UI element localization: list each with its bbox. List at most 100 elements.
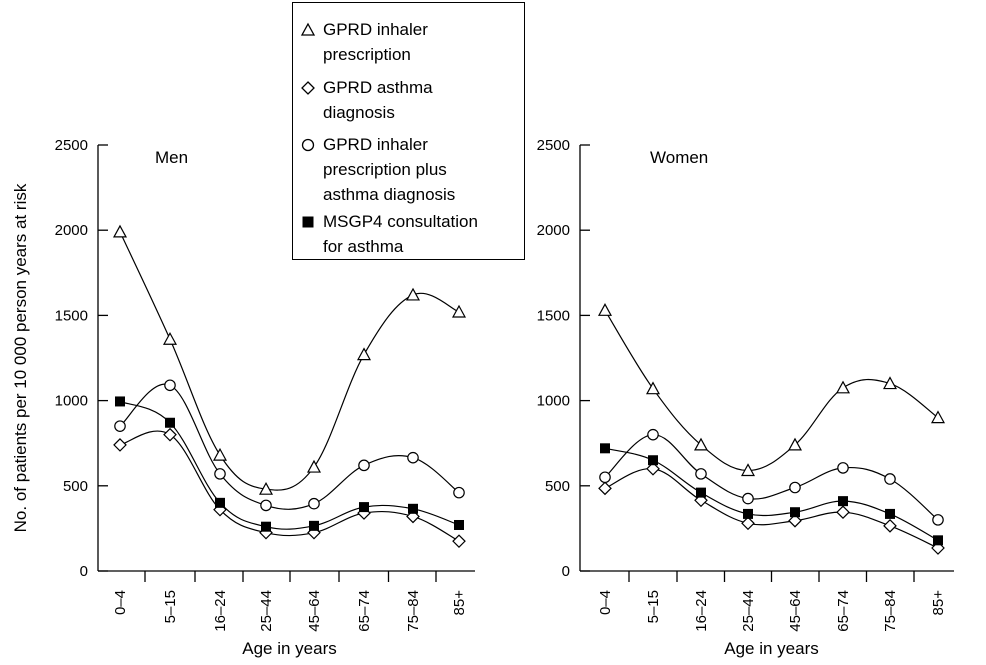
legend-label-asthma-diagnosis: GPRD asthma diagnosis xyxy=(323,75,523,125)
data-point xyxy=(882,376,898,390)
series-square-filled xyxy=(600,443,943,546)
y-tick-label: 1500 xyxy=(55,307,88,324)
data-point xyxy=(883,518,897,533)
x-tick-label: 0–4 xyxy=(112,590,129,615)
data-point xyxy=(408,503,418,514)
x-tick-label: 25–44 xyxy=(258,590,275,632)
data-point xyxy=(787,437,803,451)
square-filled-icon xyxy=(302,216,314,228)
data-point xyxy=(788,513,802,528)
data-point xyxy=(165,417,175,428)
data-point xyxy=(114,420,126,432)
series-circle-open xyxy=(114,379,465,512)
y-tick-label: 500 xyxy=(63,478,88,495)
x-tick-label: 45–64 xyxy=(787,590,804,632)
y-tick-label: 1000 xyxy=(537,393,570,410)
data-point xyxy=(358,459,370,472)
legend-label-prescription-plus-diagnosis: GPRD inhaler prescription plus asthma di… xyxy=(323,132,523,207)
x-tick-label: 5–15 xyxy=(645,590,662,623)
data-point xyxy=(451,304,467,318)
x-tick-label: 75–84 xyxy=(882,590,899,632)
legend-label-line: GPRD inhaler xyxy=(323,135,428,154)
legend: GPRD inhaler prescription GPRD asthma di… xyxy=(292,2,525,260)
data-point xyxy=(743,508,753,519)
data-point xyxy=(930,410,946,424)
y-tick-label: 500 xyxy=(545,478,570,495)
x-tick-label: 65–74 xyxy=(356,590,373,632)
data-point xyxy=(308,497,320,510)
data-point xyxy=(647,428,659,441)
y-tick-label: 0 xyxy=(80,563,88,580)
series-line xyxy=(119,383,460,510)
y-tick-label: 0 xyxy=(562,563,570,580)
data-point xyxy=(696,487,706,498)
data-point xyxy=(113,438,127,452)
data-point xyxy=(261,521,271,532)
data-point xyxy=(115,396,125,407)
data-point xyxy=(356,347,372,361)
series-square-filled xyxy=(115,396,464,532)
x-tick-label: 16–24 xyxy=(693,590,710,632)
data-point xyxy=(600,443,610,454)
data-point xyxy=(163,427,177,442)
data-point xyxy=(837,462,849,474)
data-point xyxy=(453,486,465,499)
legend-label-line: GPRD inhaler xyxy=(323,20,428,39)
data-point xyxy=(836,505,850,520)
data-point xyxy=(838,496,848,507)
x-tick-label: 45–64 xyxy=(306,590,323,632)
data-point xyxy=(359,502,369,513)
legend-label-line: asthma diagnosis xyxy=(323,185,456,204)
series-diamond-open xyxy=(598,461,945,555)
data-point xyxy=(454,519,464,530)
data-point xyxy=(309,520,319,531)
series-line xyxy=(119,430,460,542)
y-tick-label: 2500 xyxy=(55,137,88,154)
legend-label-line: GPRD asthma xyxy=(323,78,433,97)
data-point xyxy=(884,473,896,485)
circle-open-icon xyxy=(301,138,315,152)
data-point xyxy=(695,468,707,480)
data-point xyxy=(260,499,272,512)
data-point xyxy=(789,481,801,494)
triangle-open-icon xyxy=(300,22,316,36)
panel-title: Men xyxy=(155,148,188,167)
data-point xyxy=(645,381,661,395)
data-point xyxy=(933,535,943,546)
x-tick-label: 85+ xyxy=(451,590,468,616)
data-point xyxy=(740,463,756,477)
data-point xyxy=(742,492,754,505)
data-point xyxy=(407,451,419,464)
x-axis-label: Age in years xyxy=(724,639,819,658)
data-point xyxy=(885,508,895,519)
data-point xyxy=(214,468,226,480)
data-point xyxy=(741,516,755,531)
data-point xyxy=(452,534,466,549)
legend-label-line: diagnosis xyxy=(323,103,395,122)
data-point xyxy=(112,224,128,238)
data-point xyxy=(648,455,658,466)
data-point xyxy=(212,447,228,461)
y-tick-label: 2500 xyxy=(537,137,570,154)
data-point xyxy=(835,380,851,394)
data-point xyxy=(405,287,421,301)
y-tick-label: 2000 xyxy=(537,222,570,239)
data-point xyxy=(306,459,322,473)
chart-panel-women: 0 500 1000 1500 2000 2500 0–4 5–15 16–24 25–44 45–… xyxy=(537,137,954,658)
x-tick-label: 65–74 xyxy=(835,590,852,632)
data-point xyxy=(693,437,709,451)
chart-panel-men: 0 500 1000 1500 2000 2500 0–4 5–15 16–24 25–44 45–… xyxy=(11,137,475,658)
x-tick-label: 75–84 xyxy=(405,590,422,632)
series-triangle-open xyxy=(112,224,467,495)
x-tick-label: 25–44 xyxy=(740,590,757,632)
diamond-open-icon xyxy=(301,81,315,95)
series-circle-open xyxy=(599,428,944,526)
legend-label-line: prescription plus xyxy=(323,160,447,179)
legend-label-line: prescription xyxy=(323,45,411,64)
y-tick-label: 2000 xyxy=(55,222,88,239)
series-line xyxy=(119,231,460,491)
legend-label-inhaler-prescription: GPRD inhaler prescription xyxy=(323,17,523,67)
data-point xyxy=(164,379,176,392)
